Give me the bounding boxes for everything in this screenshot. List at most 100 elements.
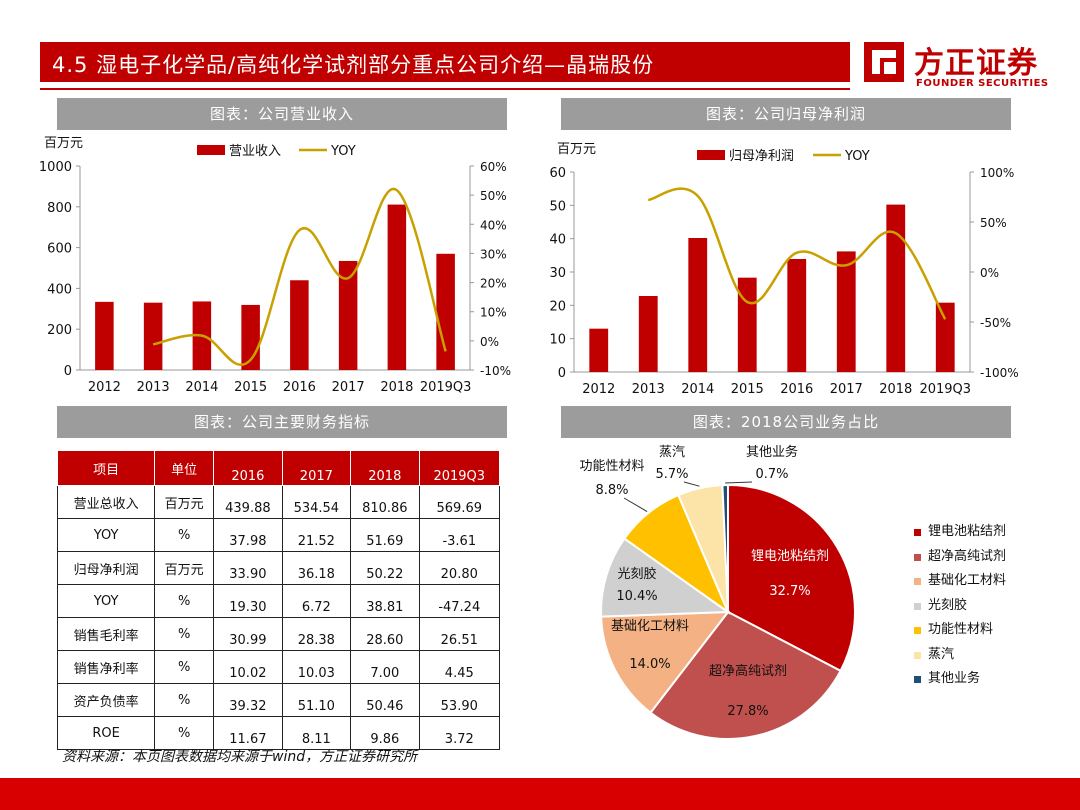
revenue-x-tick-label: 2015 xyxy=(234,380,267,395)
table-row: 营业总收入 百万元 439.88 534.54 810.86 569.69 xyxy=(56,485,501,519)
revenue-right-tick-label: 30% xyxy=(480,247,507,261)
table-cell: 8.11 xyxy=(281,716,351,750)
pie-leader-line xyxy=(623,497,648,512)
table-cell: ROE xyxy=(56,716,155,750)
company-logo: 方正证券 FOUNDER SECURITIES xyxy=(862,36,1062,94)
revenue-bar xyxy=(436,253,455,370)
table-cell: 810.86 xyxy=(350,485,420,519)
table-cell: 19.30 xyxy=(213,584,283,618)
profit-left-tick-label: 50 xyxy=(549,199,566,214)
pie-legend: 锂电池粘结剂 超净高纯试剂 基础化工材料 光刻胶 功能性材料 蒸汽 其他业务 xyxy=(914,520,1006,692)
table-cell: 50.22 xyxy=(350,551,420,585)
table-cell: % xyxy=(154,683,214,717)
founder-logo-icon xyxy=(864,42,904,82)
logo-english-name: FOUNDER SECURITIES xyxy=(916,78,1049,89)
revenue-left-tick-label: 400 xyxy=(47,282,72,297)
table-cell: 39.32 xyxy=(213,683,283,717)
table-cell: 36.18 xyxy=(281,551,351,585)
pie-slice xyxy=(727,483,856,673)
profit-x-tick-label: 2015 xyxy=(731,382,764,397)
table-cell: 20.80 xyxy=(418,551,501,585)
pie-legend-swatch xyxy=(914,529,921,536)
table-cell: 439.88 xyxy=(213,485,283,519)
revenue-right-tick-label: 10% xyxy=(480,306,507,320)
table-cell: 销售净利率 xyxy=(56,650,155,684)
table-header-cell: 2019Q3 xyxy=(418,450,501,486)
profit-yoy-line xyxy=(647,187,947,320)
revenue-yoy-line xyxy=(152,187,447,367)
profit-left-tick-label: 20 xyxy=(549,299,566,314)
revenue-bar xyxy=(338,260,358,370)
pie-legend-label: 其他业务 xyxy=(928,671,981,686)
pie-leader-line xyxy=(725,481,753,484)
revenue-x-tick-label: 2017 xyxy=(332,380,365,395)
table-cell: % xyxy=(154,617,214,651)
business-panel-header: 图表：2018公司业务占比 xyxy=(561,406,1011,438)
pie-slice-percent: 14.0% xyxy=(629,657,670,672)
revenue-x-tick-label: 2014 xyxy=(185,380,218,395)
pie-slice-label: 基础化工材料 xyxy=(611,619,689,634)
logo-chinese-name: 方正证券 xyxy=(914,46,1038,81)
profit-bar xyxy=(638,296,658,372)
pie-legend-swatch xyxy=(914,651,921,659)
revenue-legend-bar-swatch xyxy=(197,145,225,155)
revenue-right-tick-label: -10% xyxy=(480,364,511,378)
table-header-cell: 项目 xyxy=(56,450,156,486)
pie-slice-percent: 5.7% xyxy=(655,467,688,482)
revenue-y-axis-label: 百万元 xyxy=(44,136,83,151)
profit-legend-bar-swatch xyxy=(697,150,725,160)
profit-chart-svg: 0 10 20 30 40 50 60 -100% -50% 0% 50% 100% 2012 2013 2… xyxy=(549,142,1018,397)
profit-x-tick-label: 2017 xyxy=(830,382,863,397)
table-header-cell: 2017 xyxy=(281,450,352,486)
profit-x-tick-label: 2013 xyxy=(632,382,665,397)
table-cell: % xyxy=(154,518,214,552)
pie-slice-label: 光刻胶 xyxy=(617,566,656,582)
pie-legend-swatch xyxy=(914,553,921,561)
revenue-left-tick-label: 600 xyxy=(47,242,72,257)
revenue-bar xyxy=(290,280,309,370)
profit-right-tick-label: 100% xyxy=(980,166,1014,180)
table-cell: 37.98 xyxy=(213,518,283,552)
profit-bar xyxy=(688,238,708,372)
profit-right-tick-label: -50% xyxy=(980,316,1011,330)
table-cell: % xyxy=(154,650,214,684)
profit-x-tick-label: 2012 xyxy=(582,382,615,397)
pie-slice-percent: 8.8% xyxy=(595,483,628,498)
footer-bar xyxy=(0,778,1080,810)
table-cell: % xyxy=(154,716,214,750)
table-cell: -3.61 xyxy=(418,518,501,552)
revenue-bar xyxy=(387,204,407,370)
page-title-bar: 4.5 湿电子化学品/高纯化学试剂部分重点公司介绍—晶瑞股份 xyxy=(40,42,850,82)
profit-left-tick-label: 10 xyxy=(549,333,566,348)
revenue-panel-header: 图表：公司营业收入 xyxy=(57,98,507,130)
pie-legend-swatch xyxy=(914,602,921,610)
table-row: 资产负债率% 39.32 51.10 50.46 53.90 xyxy=(56,683,501,717)
table-cell: 销售毛利率 xyxy=(56,617,155,651)
profit-legend-bar-label: 归母净利润 xyxy=(729,149,794,164)
table-cell: 26.51 xyxy=(418,617,501,651)
table-cell: 53.90 xyxy=(418,683,501,717)
profit-panel-header: 图表：公司归母净利润 xyxy=(561,98,1011,130)
pie-slice-label: 功能性材料 xyxy=(579,459,644,474)
revenue-right-tick-label: 40% xyxy=(480,218,507,232)
table-cell: 11.67 xyxy=(213,716,283,750)
revenue-x-tick-label: 2016 xyxy=(283,380,316,395)
profit-bar xyxy=(886,204,906,372)
table-row: YOY% 37.98 21.52 51.69 -3.61 xyxy=(56,518,501,552)
revenue-chart-svg: 0 200 400 600 800 1000 -10% 0% 10% 20% 30% 40% 50% 60… xyxy=(39,136,511,395)
revenue-legend-bar-label: 营业收入 xyxy=(229,144,281,159)
table-header-cell: 单位 xyxy=(154,450,215,486)
profit-left-tick-label: 60 xyxy=(549,166,566,181)
profit-left-tick-label: 0 xyxy=(558,366,566,381)
revenue-x-tick-label: 2019Q3 xyxy=(420,380,472,395)
pie-legend-swatch xyxy=(914,627,921,634)
profit-bar xyxy=(787,259,807,372)
financial-indicators-table: 项目 单位 2016 2017 2018 2019Q3 营业总收入 百万元 439.88 534… xyxy=(56,450,501,750)
pie-slice-label: 超净高纯试剂 xyxy=(709,663,787,679)
pie-legend-item: 功能性材料 xyxy=(914,618,1006,643)
pie-legend-item: 蒸汽 xyxy=(914,643,1006,668)
profit-legend-line-label: YOY xyxy=(844,149,870,164)
pie-legend-swatch xyxy=(914,676,921,683)
title-underline xyxy=(40,88,850,90)
